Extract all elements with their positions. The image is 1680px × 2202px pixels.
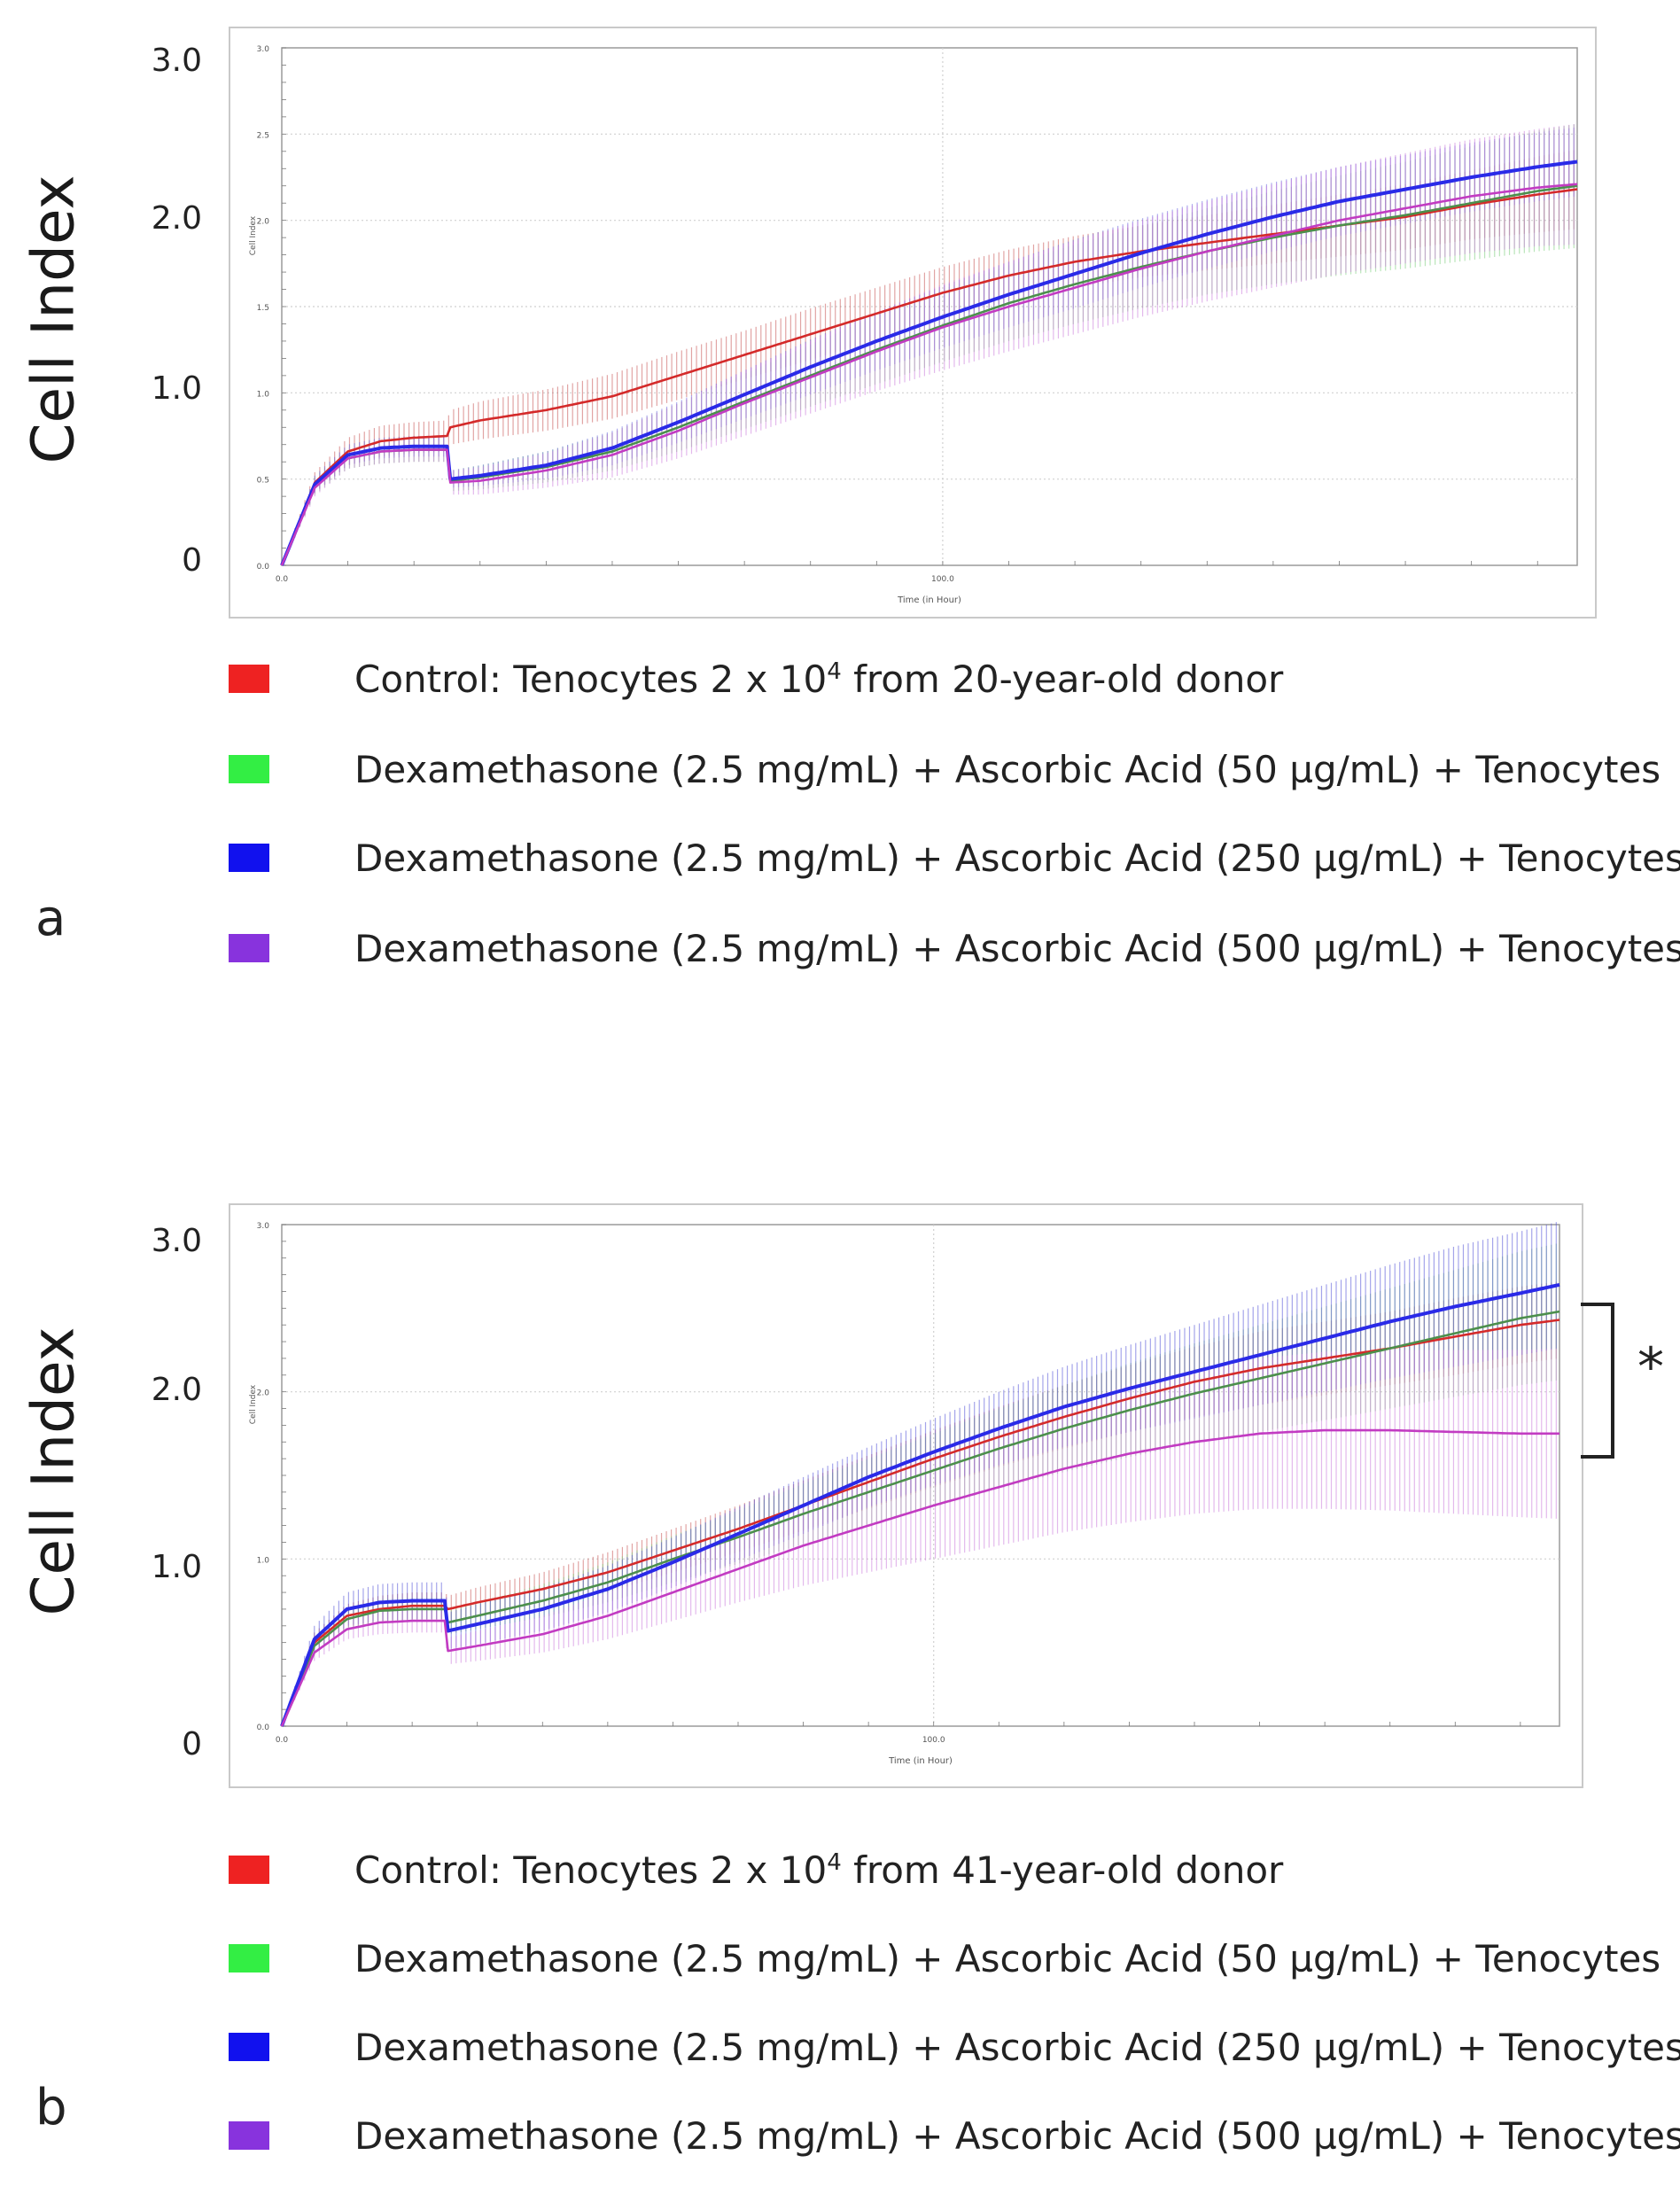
chart-frame: 3.0 2.5 2.0 1.5 1.0 0.5 0.0 0.0 100.0 Time (in Ho… bbox=[229, 27, 1597, 619]
y-tick-label: 0 bbox=[182, 1726, 202, 1762]
series-line bbox=[280, 1319, 1560, 1727]
y-tick-label: 0 bbox=[182, 542, 202, 579]
inner-x-tick-label: 100.0 bbox=[922, 1736, 945, 1745]
legend-item: Dexamethasone (2.5 mg/mL) + Ascorbic Aci… bbox=[229, 1932, 1661, 1985]
legend-label: Dexamethasone (2.5 mg/mL) + Ascorbic Aci… bbox=[354, 2113, 1680, 2158]
panel-b: Cell Index 3.0 2.0 1.0 0 3.0 2.0 1.0 0.0 0.0… bbox=[0, 1187, 1680, 2202]
legend-label: Control: Tenocytes 2 x 104 from 20-year-… bbox=[354, 657, 1284, 701]
legend-swatch bbox=[229, 1856, 269, 1884]
y-tick-label: 3.0 bbox=[151, 43, 202, 79]
significance-bracket bbox=[1581, 1303, 1614, 1459]
legend-swatch bbox=[229, 2033, 269, 2061]
legend-item: Dexamethasone (2.5 mg/mL) + Ascorbic Aci… bbox=[229, 2020, 1680, 2074]
inner-x-tick-label: 0.0 bbox=[276, 1736, 289, 1745]
y-axis-label: Cell Index bbox=[18, 53, 89, 585]
legend-item: Dexamethasone (2.5 mg/mL) + Ascorbic Aci… bbox=[229, 2109, 1680, 2162]
series-line bbox=[280, 1310, 1560, 1727]
legend-swatch bbox=[229, 934, 269, 962]
inner-y-tick-label: 3.0 bbox=[257, 1222, 270, 1231]
legend-swatch bbox=[229, 1944, 269, 1972]
inner-y-tick-label: 2.0 bbox=[257, 218, 270, 227]
chart-frame: 3.0 2.0 1.0 0.0 0.0 100.0 Time (in Hour) Cell I… bbox=[229, 1203, 1583, 1788]
y-tick-label: 1.0 bbox=[151, 370, 202, 407]
legend-label: Dexamethasone (2.5 mg/mL) + Ascorbic Aci… bbox=[354, 836, 1680, 880]
legend-item: Dexamethasone (2.5 mg/mL) + Ascorbic Aci… bbox=[229, 831, 1680, 884]
legend-swatch bbox=[229, 665, 269, 693]
inner-y-tick-label: 0.5 bbox=[257, 477, 269, 486]
significance-star: * bbox=[1637, 1336, 1664, 1398]
legend-item: Dexamethasone (2.5 mg/mL) + Ascorbic Aci… bbox=[229, 743, 1661, 796]
y-tick-label: 3.0 bbox=[151, 1223, 202, 1259]
inner-y-tick-label: 0.0 bbox=[257, 1723, 270, 1732]
panel-letter: b bbox=[35, 2079, 67, 2136]
inner-y-tick-label: 1.0 bbox=[257, 390, 270, 399]
inner-x-tick-label: 100.0 bbox=[931, 575, 954, 584]
legend-label: Dexamethasone (2.5 mg/mL) + Ascorbic Aci… bbox=[354, 1936, 1661, 1980]
inner-y-tick-label: 1.0 bbox=[257, 1556, 270, 1565]
legend-item: Control: Tenocytes 2 x 104 from 20-year-… bbox=[229, 652, 1283, 705]
series-line bbox=[280, 1282, 1560, 1727]
inner-y-tick-label: 3.0 bbox=[257, 45, 270, 54]
legend-item: Dexamethasone (2.5 mg/mL) + Ascorbic Aci… bbox=[229, 922, 1680, 975]
legend-label: Control: Tenocytes 2 x 104 from 41-year-… bbox=[354, 1848, 1284, 1892]
inner-x-axis-label: Time (in Hour) bbox=[888, 1756, 953, 1766]
legend-swatch bbox=[229, 844, 269, 872]
series-line bbox=[280, 1428, 1559, 1727]
inner-y-axis-label: Cell Index bbox=[249, 215, 258, 255]
y-tick-label: 1.0 bbox=[151, 1549, 202, 1585]
legend-label: Dexamethasone (2.5 mg/mL) + Ascorbic Aci… bbox=[354, 2025, 1680, 2069]
inner-y-tick-label: 2.5 bbox=[257, 131, 269, 140]
legend-label: Dexamethasone (2.5 mg/mL) + Ascorbic Aci… bbox=[354, 926, 1680, 970]
legend-swatch bbox=[229, 755, 269, 783]
y-axis-label-text: Cell Index bbox=[19, 174, 88, 464]
inner-x-tick-label: 0.0 bbox=[276, 575, 289, 584]
legend-item: Control: Tenocytes 2 x 104 from 41-year-… bbox=[229, 1843, 1283, 1896]
panel-a: Cell Index 3.0 2.0 1.0 0 3.0 2.5 2.0 1.5 1.0… bbox=[0, 0, 1680, 1046]
y-axis-label-text: Cell Index bbox=[19, 1326, 88, 1616]
series-line bbox=[280, 160, 1578, 566]
inner-y-tick-label: 0.0 bbox=[257, 563, 270, 572]
series-line bbox=[280, 183, 1578, 566]
y-tick-label: 2.0 bbox=[151, 1372, 202, 1408]
y-axis-label: Cell Index bbox=[18, 1205, 89, 1737]
inner-y-axis-label: Cell Index bbox=[249, 1384, 258, 1424]
legend-label: Dexamethasone (2.5 mg/mL) + Ascorbic Aci… bbox=[354, 747, 1661, 791]
inner-x-axis-label: Time (in Hour) bbox=[897, 595, 961, 605]
y-tick-label: 2.0 bbox=[151, 200, 202, 237]
inner-y-tick-label: 2.0 bbox=[257, 1389, 270, 1398]
inner-y-tick-label: 1.5 bbox=[257, 304, 269, 313]
legend-swatch bbox=[229, 2121, 269, 2150]
chart-a-plot: 3.0 2.5 2.0 1.5 1.0 0.5 0.0 0.0 100.0 Time (in Ho… bbox=[249, 45, 1578, 605]
panel-letter: a bbox=[35, 890, 66, 947]
chart-b-plot: 3.0 2.0 1.0 0.0 0.0 100.0 Time (in Hour) Cell I… bbox=[249, 1222, 1560, 1766]
